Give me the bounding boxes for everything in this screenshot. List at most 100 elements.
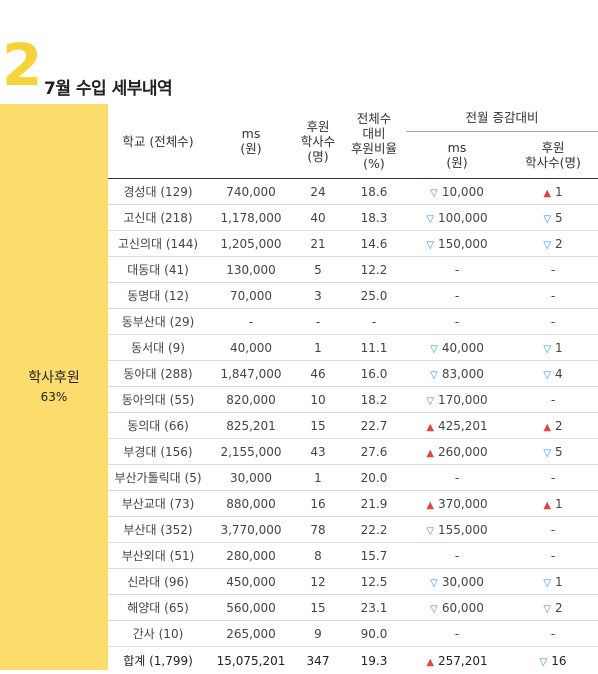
ms-cell: 30,000 [208, 465, 294, 491]
change-value: 83,000 [442, 367, 484, 381]
change-donors-cell: ▲1 [508, 179, 598, 205]
header-change-ms: ms(원) [406, 132, 508, 179]
change-donors-cell: ▽5 [508, 439, 598, 465]
donors-cell: 43 [294, 439, 342, 465]
change-value: - [455, 471, 459, 485]
change-donors-cell: ▽2 [508, 231, 598, 257]
table-row: 동부산대 (29)----- [108, 309, 598, 335]
ms-cell: 3,770,000 [208, 517, 294, 543]
decrease-triangle-icon: ▽ [430, 344, 438, 355]
change-value: 100,000 [438, 211, 488, 225]
change-ms-cell: - [406, 309, 508, 335]
change-value: - [551, 315, 555, 329]
section-header: 2 7월 수입 세부내역 [0, 0, 598, 104]
ms-cell: 1,847,000 [208, 361, 294, 387]
ms-cell: 70,000 [208, 283, 294, 309]
change-value: 1 [555, 185, 563, 199]
decrease-triangle-icon: ▽ [543, 370, 551, 381]
donors-cell: 5 [294, 257, 342, 283]
change-ms-cell: - [406, 283, 508, 309]
change-donors-cell: - [508, 387, 598, 413]
change-value: 260,000 [438, 445, 488, 459]
school-cell: 부산가톨릭대 (5) [108, 465, 208, 491]
ms-cell: 130,000 [208, 257, 294, 283]
donors-cell: 1 [294, 465, 342, 491]
change-value: - [455, 315, 459, 329]
change-ms-cell: ▽170,000 [406, 387, 508, 413]
change-value: 1 [555, 575, 563, 589]
change-value: 5 [555, 211, 563, 225]
change-value: 5 [555, 445, 563, 459]
decrease-triangle-icon: ▽ [430, 188, 438, 199]
decrease-triangle-icon: ▽ [426, 240, 434, 251]
change-ms-cell: ▽30,000 [406, 569, 508, 595]
ms-cell: 450,000 [208, 569, 294, 595]
donors-cell: 1 [294, 335, 342, 361]
change-value: - [455, 549, 459, 563]
change-donors-cell: ▲2 [508, 413, 598, 439]
decrease-triangle-icon: ▽ [430, 370, 438, 381]
change-donors-cell: ▽1 [508, 569, 598, 595]
school-cell: 고신의대 (144) [108, 231, 208, 257]
change-donors-cell: - [508, 465, 598, 491]
school-cell: 부산대 (352) [108, 517, 208, 543]
ratio-cell: 22.7 [342, 413, 406, 439]
donors-cell: 9 [294, 621, 342, 647]
ms-cell: 2,155,000 [208, 439, 294, 465]
ratio-cell: 90.0 [342, 621, 406, 647]
school-cell: 동부산대 (29) [108, 309, 208, 335]
change-ms-cell: ▲370,000 [406, 491, 508, 517]
increase-triangle-icon: ▲ [426, 657, 434, 668]
ms-cell: 40,000 [208, 335, 294, 361]
ms-cell: 280,000 [208, 543, 294, 569]
change-value: 1 [555, 497, 563, 511]
donors-cell: 78 [294, 517, 342, 543]
ms-cell: 1,205,000 [208, 231, 294, 257]
change-ms-cell: ▽ 100,000 [406, 205, 508, 231]
header-school: 학교 (전체수) [108, 104, 208, 179]
change-ms-cell: - [406, 465, 508, 491]
change-value: - [551, 471, 555, 485]
change-value: 2 [555, 601, 563, 615]
change-value: - [455, 627, 459, 641]
change-ms-cell: ▽ 40,000 [406, 335, 508, 361]
change-ms-cell: ▽150,000 [406, 231, 508, 257]
school-cell: 부산외대 (51) [108, 543, 208, 569]
ms-cell: 1,178,000 [208, 205, 294, 231]
decrease-triangle-icon: ▽ [426, 214, 434, 225]
change-donors-cell: - [508, 283, 598, 309]
decrease-triangle-icon: ▽ [543, 578, 551, 589]
change-ms-cell: ▲260,000 [406, 439, 508, 465]
ms-cell: 880,000 [208, 491, 294, 517]
change-value: 40,000 [442, 341, 484, 355]
change-value: - [455, 263, 459, 277]
decrease-triangle-icon: ▽ [543, 604, 551, 615]
change-donors-cell: - [508, 621, 598, 647]
header-monthly-change: 전월 증감대비 [406, 104, 598, 132]
ms-cell: - [208, 309, 294, 335]
decrease-triangle-icon: ▽ [430, 578, 438, 589]
donors-cell: 15 [294, 595, 342, 621]
donors-cell: 15 [294, 413, 342, 439]
increase-triangle-icon: ▲ [543, 422, 551, 433]
ms-cell: 265,000 [208, 621, 294, 647]
change-value: 4 [555, 367, 563, 381]
school-cell: 간사 (10) [108, 621, 208, 647]
change-ms-cell: - [406, 621, 508, 647]
ratio-cell: 12.2 [342, 257, 406, 283]
ms-cell: 560,000 [208, 595, 294, 621]
category-percent: 63% [41, 389, 68, 405]
